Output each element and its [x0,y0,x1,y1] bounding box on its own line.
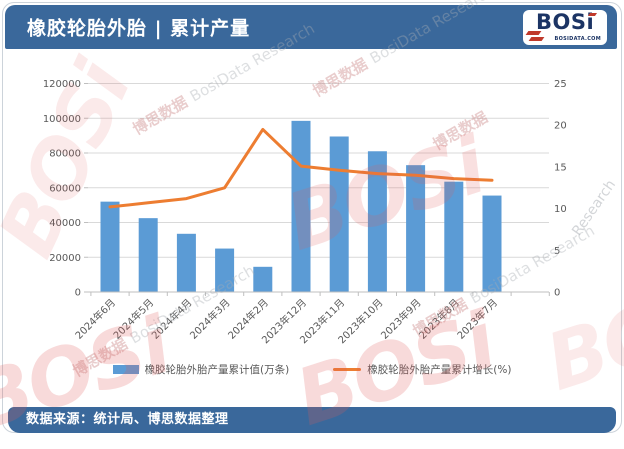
svg-text:40000: 40000 [49,218,81,229]
page-title: 橡胶轮胎外胎 | 累计产量 [27,17,251,40]
line-series-swatch-icon [333,368,362,371]
svg-text:0: 0 [75,288,81,299]
chart-canvas: 0 20000 40000 60000 80000 100000 120000 0 5 10 15 2… [43,79,567,346]
svg-text:15: 15 [554,162,567,173]
svg-text:20: 20 [554,121,567,132]
legend-label-bar-series: 橡胶轮胎外胎产量累计值(万条) [144,364,290,376]
bosi-logo-text: BOSi [536,10,595,34]
svg-text:2023年8月: 2023年8月 [416,296,462,342]
svg-text:2023年7月: 2023年7月 [454,296,500,342]
chart-legend: 橡胶轮胎外胎产量累计值(万条) 橡胶轮胎外胎产量累计增长(%) [0,362,624,377]
svg-text:5: 5 [554,246,560,257]
bosi-logo: BOSi BOSIDATA.COM [523,10,607,45]
svg-text:10: 10 [554,204,567,215]
legend-label-line-series: 橡胶轮胎外胎产量累计增长(%) [367,364,512,376]
legend-item-line-series: 橡胶轮胎外胎产量累计增长(%) [333,362,511,377]
svg-text:100000: 100000 [43,114,81,125]
svg-text:2023年9月: 2023年9月 [378,296,424,342]
svg-text:20000: 20000 [49,253,81,264]
svg-text:2024年5月: 2024年5月 [110,296,156,342]
bosi-logo-domain: BOSIDATA.COM [554,36,601,42]
logo-stripe-icon [528,37,545,41]
svg-text:0: 0 [554,288,560,299]
header-bar: 橡胶轮胎外胎 | 累计产量 BOSi BOSIDATA.COM [5,5,617,49]
svg-text:2024年3月: 2024年3月 [187,296,233,342]
svg-text:60000: 60000 [49,183,81,194]
bar-series-swatch-icon [112,365,139,374]
svg-text:80000: 80000 [49,149,81,160]
logo-stripe-icon [525,31,542,35]
svg-text:120000: 120000 [43,79,81,90]
svg-text:2024年4月: 2024年4月 [149,296,195,342]
svg-text:25: 25 [554,79,567,90]
svg-text:2024年6月: 2024年6月 [72,296,118,342]
legend-item-bar-series: 橡胶轮胎外胎产量累计值(万条) [112,362,290,377]
data-source-bar: 数据来源：统计局、博思数据整理 [8,407,616,433]
